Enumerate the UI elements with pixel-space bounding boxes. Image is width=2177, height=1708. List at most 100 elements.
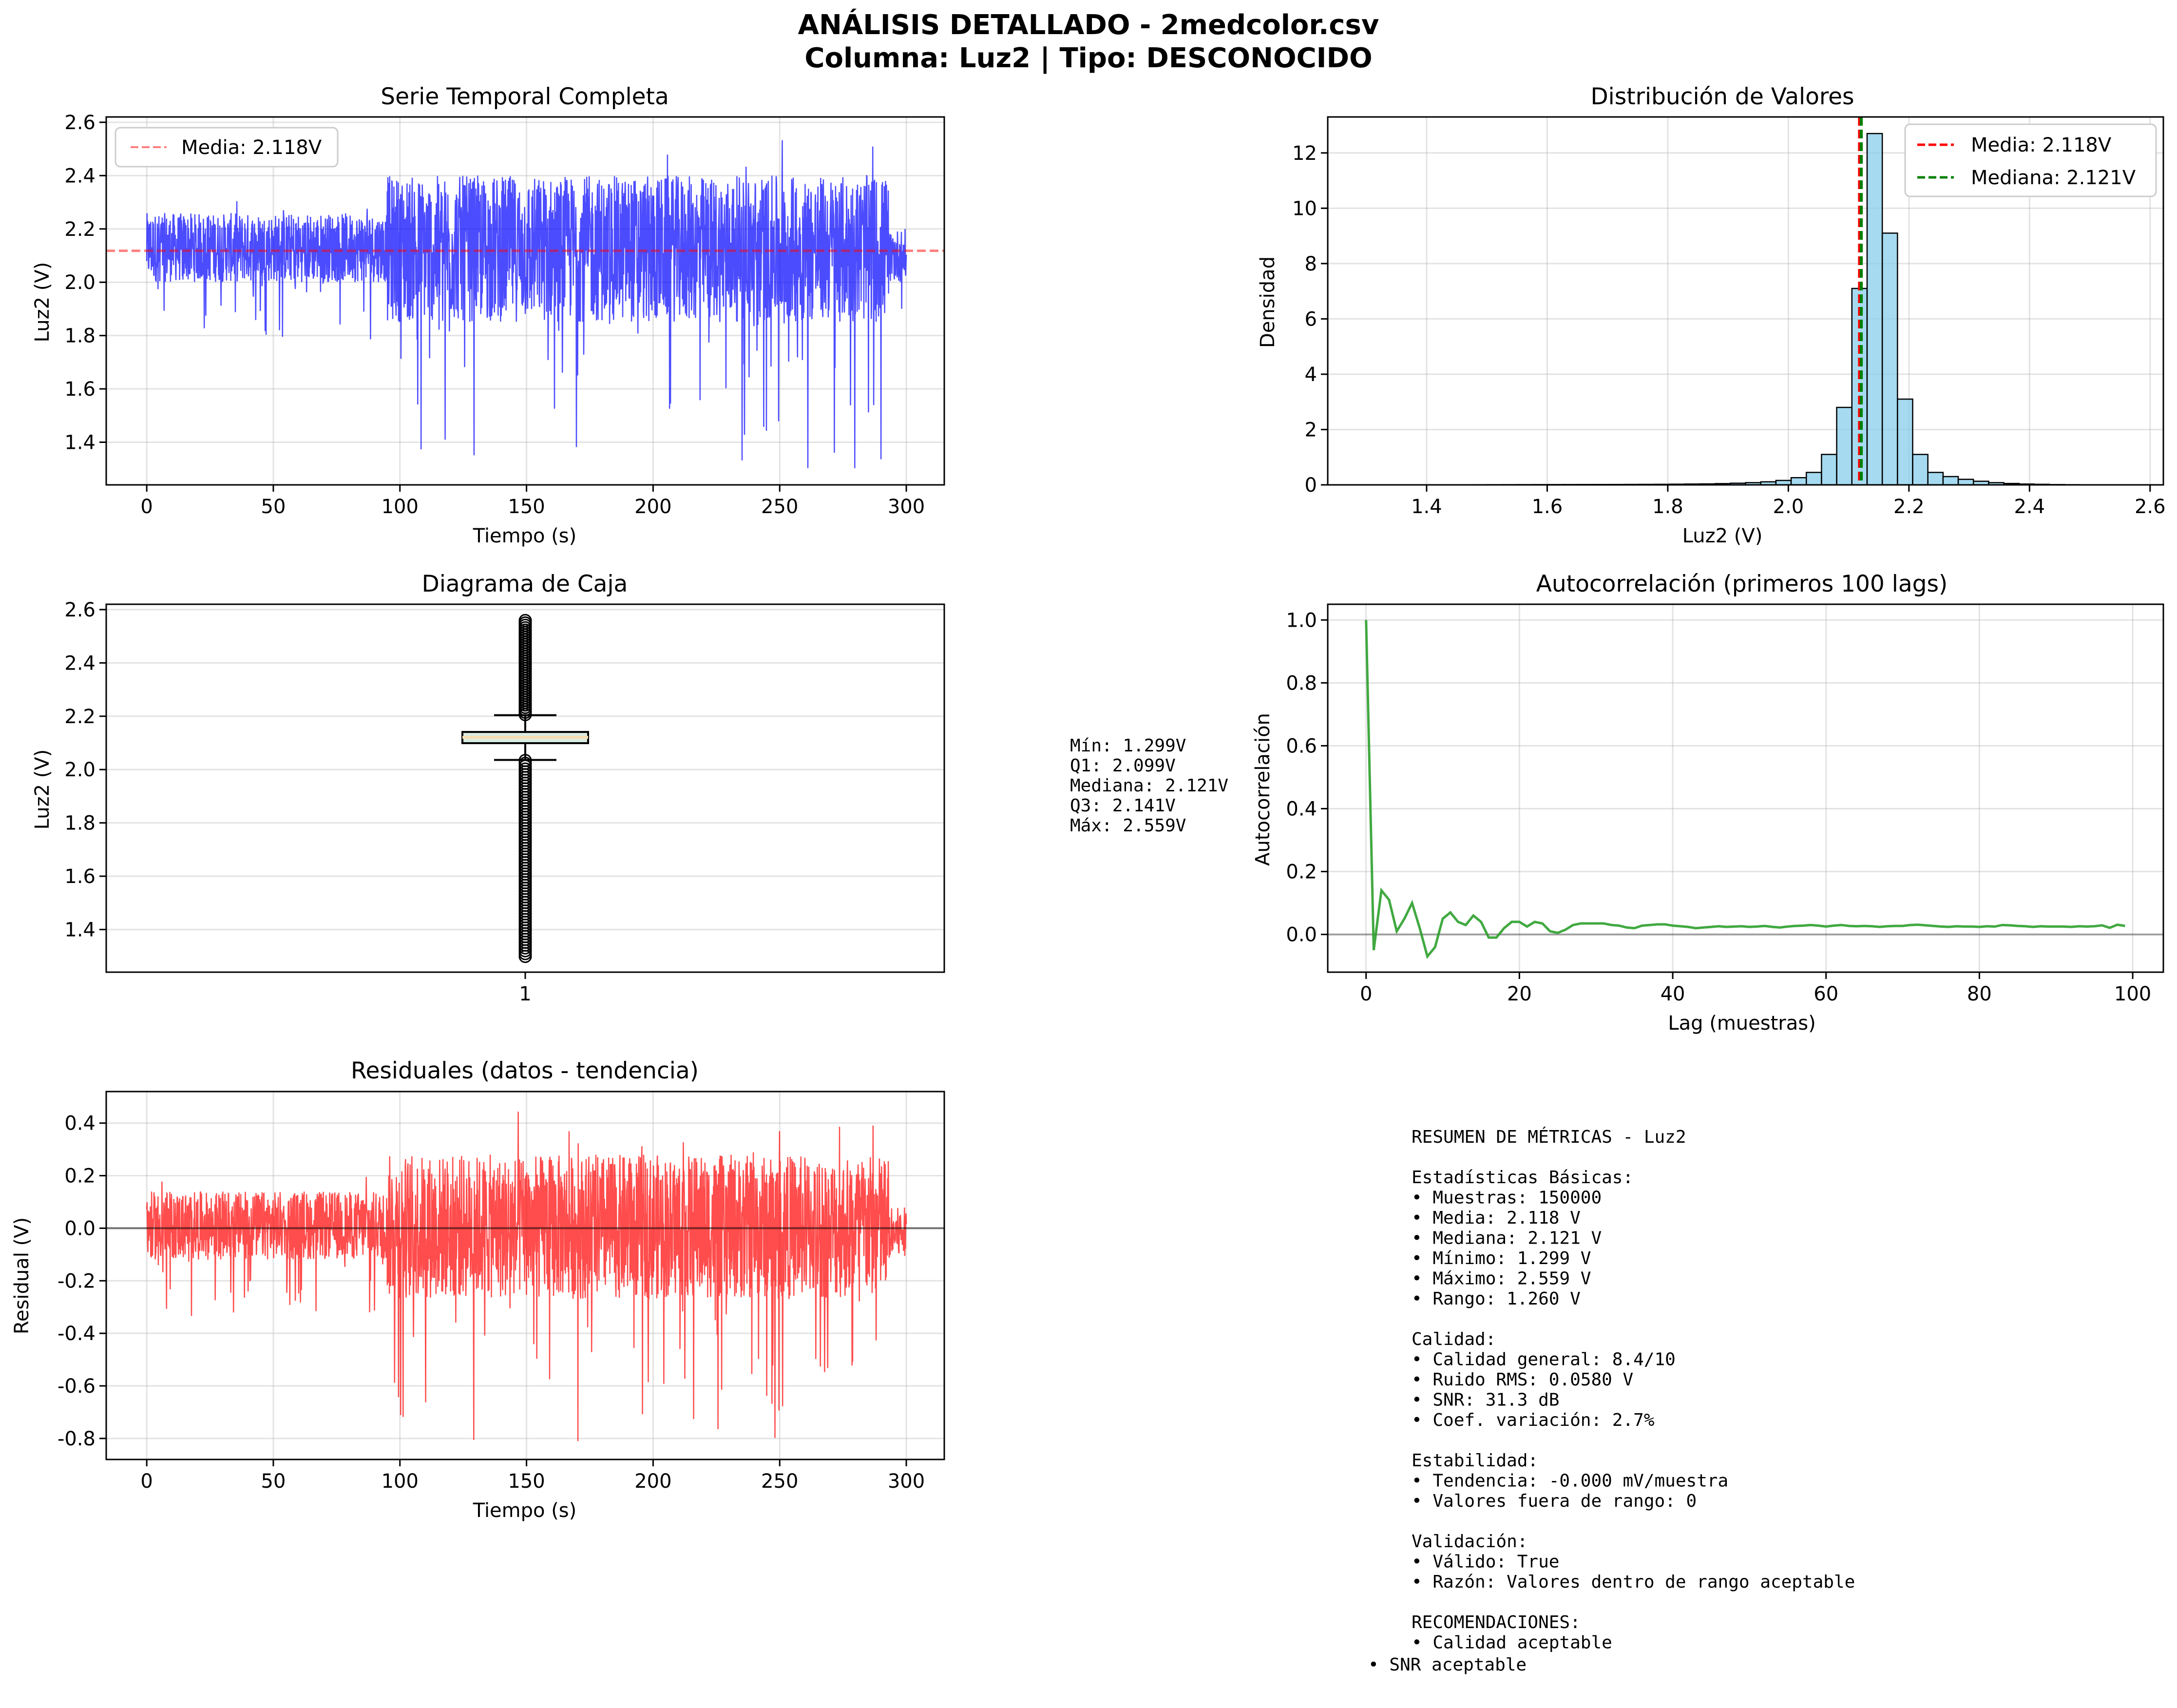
autocorrelation-panel: Autocorrelación (primeros 100 lags) 0 20 4…: [1252, 571, 2164, 1035]
x-tick-label: 250: [761, 496, 798, 518]
legend-box: [115, 127, 339, 168]
time-series-ylabel: Luz2 (V): [31, 262, 54, 343]
legend-mean-label: Media: 2.118V: [181, 136, 322, 159]
histogram-bar: [1821, 454, 1837, 486]
time-series-title: Serie Temporal Completa: [381, 83, 669, 110]
boxplot-ylabel: Luz2 (V): [31, 749, 54, 830]
summary-line: • Calidad aceptable: [1412, 1633, 1612, 1653]
y-tick-label: 2.6: [64, 112, 95, 134]
x-tick-label: 100: [2114, 983, 2151, 1005]
x-tick-label: 150: [508, 496, 545, 518]
x-tick-label: 200: [634, 496, 671, 518]
x-tick-label: 300: [888, 1470, 925, 1493]
y-tick-label: -0.4: [57, 1323, 95, 1345]
axes-frame: [1327, 603, 2164, 973]
time-series-data: [146, 140, 907, 468]
box-stat-min: Mín: 1.299V: [1070, 736, 1186, 756]
y-tick-label: 1.4: [64, 919, 95, 941]
histogram-axes: 1.4 1.6 1.8 2.0 2.2 2.4 2.6 0 2 4 6 8 10 12: [1292, 116, 2166, 518]
x-tick-label: 1: [519, 983, 531, 1005]
x-tick-label: 2.2: [1893, 496, 1925, 518]
x-tick-label: 150: [508, 1470, 545, 1493]
box-stat-median: Mediana: 2.121V: [1070, 776, 1228, 796]
time-series-axes: 0 50 100 150 200 250 300 1.4 1.6 1.8 2.0 2.2 2.4 2.6: [64, 112, 945, 518]
y-tick-label: 2.2: [64, 218, 95, 241]
box-stat-q1: Q1: 2.099V: [1070, 756, 1176, 776]
y-tick-label: 0.4: [64, 1113, 95, 1135]
summary-line: Validación:: [1412, 1532, 1528, 1552]
boxplot-stats-text: Mín: 1.299V Q1: 2.099V Mediana: 2.121V Q…: [1070, 736, 1228, 836]
figure-title-line2: Columna: Luz2 | Tipo: DESCONOCIDO: [804, 42, 1372, 74]
y-tick-label: 6: [1305, 308, 1317, 330]
x-tick-label: 0: [1360, 983, 1372, 1005]
axes-frame: [105, 1091, 945, 1460]
y-tick-label: 2.4: [64, 165, 95, 187]
histogram-bar: [1805, 472, 1822, 486]
residuals-panel: Residuales (datos - tendencia) 0 50 100 150…: [11, 1057, 945, 1522]
y-tick-label: 0: [1305, 474, 1317, 497]
histogram-ylabel: Densidad: [1257, 256, 1279, 348]
y-tick-label: 2: [1305, 419, 1317, 441]
time-series-panel: Serie Temporal Completa 0 50 100 150 200 250 3…: [31, 83, 945, 547]
y-tick-label: 12: [1292, 142, 1317, 165]
y-tick-label: 0.4: [1286, 798, 1317, 820]
summary-line: • Rango: 1.260 V: [1412, 1289, 1581, 1309]
histogram-bar: [1836, 406, 1853, 486]
autocorrelation-axes: 0 20 40 60 80 100 0.0 0.2 0.4 0.6 0.8 1.0: [1286, 603, 2164, 1005]
box-stat-max: Máx: 2.559V: [1070, 816, 1186, 836]
residuals-title: Residuales (datos - tendencia): [351, 1057, 699, 1084]
summary-line: • Razón: Valores dentro de rango aceptab…: [1412, 1572, 1855, 1592]
histogram-title: Distribución de Valores: [1590, 83, 1854, 110]
summary-line: Estadísticas Básicas:: [1412, 1168, 1633, 1188]
y-tick-label: 8: [1305, 253, 1317, 275]
autocorrelation-title: Autocorrelación (primeros 100 lags): [1536, 571, 1948, 597]
x-tick-label: 1.4: [1411, 496, 1442, 518]
boxplot-axes: 1.4 1.6 1.8 2.0 2.2 2.4 2.6 1: [64, 599, 945, 1005]
signal-trace: [146, 1112, 907, 1441]
y-tick-label: 0.8: [1286, 672, 1317, 694]
summary-line: • Muestras: 150000: [1412, 1188, 1602, 1208]
y-tick-label: 2.6: [64, 599, 95, 621]
summary-line: RESUMEN DE MÉTRICAS - Luz2: [1412, 1127, 1686, 1147]
y-tick-label: 0.2: [64, 1165, 95, 1188]
y-tick-label: 1.8: [64, 812, 95, 835]
x-tick-label: 0: [140, 496, 153, 518]
y-tick-label: -0.6: [57, 1375, 95, 1398]
x-tick-label: 50: [261, 496, 286, 518]
histogram-legend: Media: 2.118V Mediana: 2.121V: [1904, 123, 2157, 197]
summary-last-line: • SNR aceptable: [1368, 1655, 1527, 1675]
metrics-summary: RESUMEN DE MÉTRICAS - Luz2 Estadísticas B…: [1412, 1127, 1855, 1653]
legend-mean-label: Media: 2.118V: [1971, 134, 2112, 156]
y-tick-label: 2.0: [64, 759, 95, 781]
signal-trace: [146, 140, 907, 468]
summary-line: • Media: 2.118 V: [1412, 1208, 1581, 1228]
time-series-xlabel: Tiempo (s): [473, 525, 577, 547]
legend-median-label: Mediana: 2.121V: [1971, 167, 2136, 189]
histogram-bar: [1866, 133, 1883, 486]
boxplot-data: [461, 614, 589, 963]
figure-title-line1: ANÁLISIS DETALLADO - 2medcolor.csv: [798, 9, 1379, 41]
histogram-panel: Distribución de Valores 1.4 1.6 1.8 2.0 2.2 2…: [1257, 83, 2166, 547]
summary-line: Calidad:: [1412, 1329, 1496, 1349]
x-tick-label: 250: [761, 1470, 798, 1493]
boxplot-panel: Diagrama de Caja 1.41.61.82.02.22.42.61 …: [31, 571, 1228, 1005]
x-tick-label: 40: [1661, 983, 1685, 1005]
histogram-bar: [1881, 232, 1898, 486]
y-tick-label: 10: [1292, 197, 1317, 220]
x-tick-label: 20: [1507, 983, 1532, 1005]
y-tick-label: 1.0: [1286, 609, 1317, 632]
summary-line: • Valores fuera de rango: 0: [1412, 1491, 1697, 1511]
summary-line: • Válido: True: [1412, 1552, 1559, 1572]
autocorrelation-ylabel: Autocorrelación: [1252, 713, 1274, 866]
summary-line: Estabilidad:: [1412, 1451, 1538, 1471]
boxplot-title: Diagrama de Caja: [422, 571, 628, 597]
y-tick-label: -0.2: [57, 1270, 95, 1292]
x-tick-label: 80: [1967, 983, 1992, 1005]
y-tick-label: 2.0: [64, 271, 95, 294]
residuals-ylabel: Residual (V): [11, 1217, 33, 1334]
y-tick-label: 0.6: [1286, 735, 1317, 757]
y-tick-label: 2.4: [64, 652, 95, 674]
x-tick-label: 60: [1814, 983, 1838, 1005]
